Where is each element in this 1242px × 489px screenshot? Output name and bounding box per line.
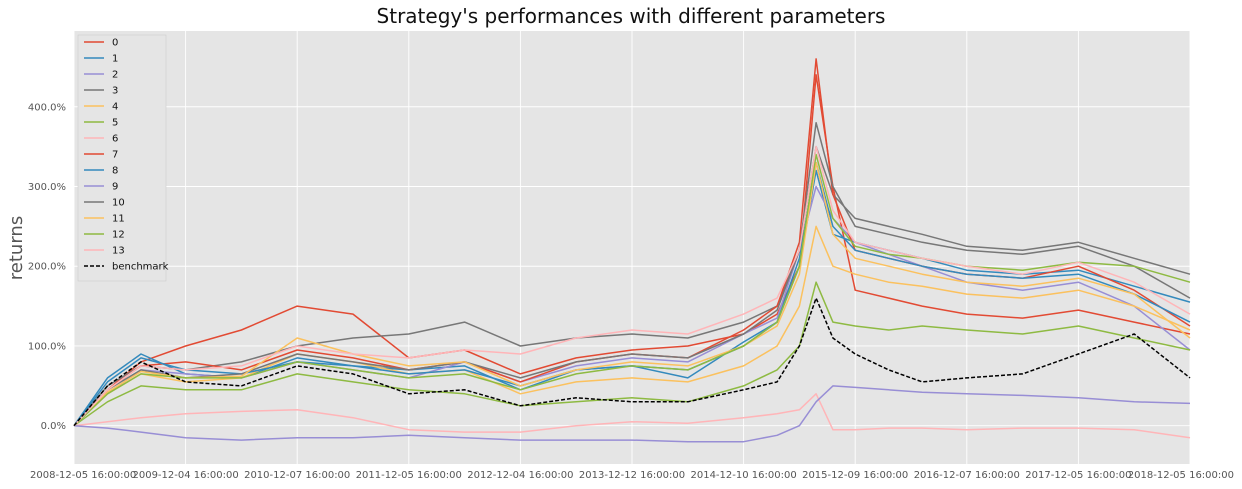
series-line-4 [73,225,1191,427]
legend-label: 8 [112,166,118,177]
x-tick-label: 2016-12-07 16:00:00 [914,470,1020,481]
legend-label: 1 [112,54,118,65]
legend-label: 7 [112,150,118,161]
legend-label: 3 [112,86,118,97]
series-line-6 [73,393,1191,439]
x-tick-label: 2009-12-04 16:00:00 [132,470,238,481]
y-tick-label: 100.0% [28,341,66,352]
y-tick-label: 200.0% [28,262,66,273]
series-line-3 [73,145,1191,427]
legend-label: benchmark [112,262,169,273]
x-tick-label: 2017-12-05 16:00:00 [1025,470,1131,481]
y-tick-label: 0.0% [41,421,66,432]
series-line-13 [73,145,1191,427]
series-line-11 [73,161,1191,427]
x-tick-label: 2008-12-05 16:00:00 [30,470,136,481]
x-tick-label: 2015-12-09 16:00:00 [802,470,908,481]
legend-label: 9 [112,182,118,193]
legend-box [77,34,167,282]
legend-label: 6 [112,134,118,145]
x-tick-label: 2014-12-10 16:00:00 [690,470,796,481]
legend-label: 0 [112,38,118,49]
chart-title: Strategy's performances with different p… [377,4,886,28]
series-line-benchmark [73,297,1191,427]
y-tick-label: 300.0% [28,182,66,193]
legend-label: 2 [112,70,118,81]
x-tick-label: 2012-12-04 16:00:00 [467,470,573,481]
legend-label: 10 [112,198,125,209]
series-line-9 [73,385,1191,443]
legend-label: 4 [112,102,118,113]
legend-label: 12 [112,230,125,241]
series-line-5 [73,281,1191,427]
x-tick-label: 2010-12-07 16:00:00 [244,470,350,481]
y-tick-label: 400.0% [28,102,66,113]
x-tick-label: 2018-12-05 16:00:00 [1128,470,1234,481]
legend-label: 11 [112,214,125,225]
y-axis-label: returns [6,216,27,280]
y-axis-ticks: 0.0% 100.0% 200.0% 300.0% 400.0% [28,102,66,432]
legend-label: 13 [112,246,125,257]
grid-lines [73,31,1191,464]
series-lines [73,58,1191,443]
x-tick-label: 2011-12-05 16:00:00 [356,470,462,481]
x-tick-label: 2013-12-12 16:00:00 [579,470,685,481]
legend-label: 5 [112,118,118,129]
series-line-0 [73,74,1191,427]
